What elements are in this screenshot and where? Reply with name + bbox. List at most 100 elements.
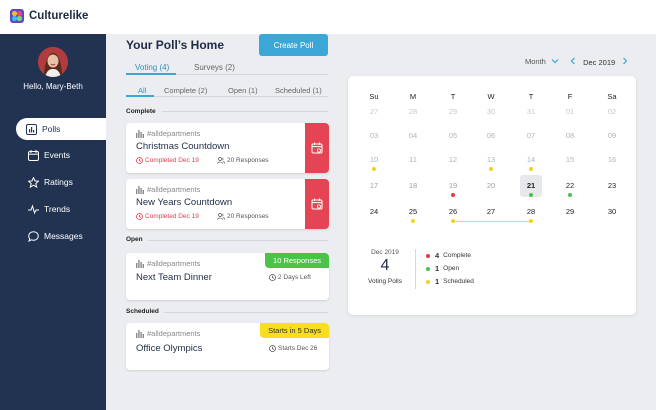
section-open-label: Open (126, 236, 143, 243)
poll-results-button[interactable] (305, 179, 329, 229)
clock-icon (269, 345, 276, 352)
poll-card-christmas-countdown[interactable]: #alldepartments Christmas Countdown Comp… (126, 123, 329, 173)
poll-card-next-team-dinner[interactable]: #alldepartments Next Team Dinner 10 Resp… (126, 253, 329, 300)
subtab-complete[interactable]: Complete (2) (164, 86, 208, 95)
calendar-day[interactable]: 15 (565, 155, 575, 164)
subtab-scheduled[interactable]: Scheduled (1) (275, 86, 322, 95)
calendar-day[interactable]: 12 (448, 155, 458, 164)
page-title: Your Poll’s Home (126, 38, 225, 52)
poll-results-button[interactable] (305, 123, 329, 173)
legend-label: Open (443, 265, 460, 272)
calendar-day[interactable]: 14 (526, 155, 536, 164)
tabs-divider (126, 74, 328, 75)
scheduled-range-line (453, 221, 531, 222)
calendar-day[interactable]: 30 (486, 107, 496, 116)
section-complete-label: Complete (126, 108, 156, 115)
poll-department: #alldepartments (136, 185, 200, 194)
calendar-day[interactable]: 02 (607, 107, 617, 116)
poll-marker-scheduled (489, 167, 493, 171)
sidebar-item-label: Events (44, 150, 70, 160)
calendar-day[interactable]: 06 (486, 131, 496, 140)
section-divider (164, 312, 328, 313)
calendar-day[interactable]: 05 (448, 131, 458, 140)
sidebar-item-messages[interactable]: Messages (18, 225, 106, 247)
legend-dot (426, 253, 430, 258)
calendar-day[interactable]: 18 (408, 181, 418, 190)
calendar-card: Su M T W T F Sa 27 28 29 30 31 01 02 03 04 05 06 07 08 09 10 1… (348, 76, 636, 315)
legend-count: 1 (435, 277, 440, 286)
calendar-day[interactable]: 20 (486, 181, 496, 190)
users-icon (217, 157, 225, 164)
subtab-all[interactable]: All (138, 86, 147, 95)
calendar-day[interactable]: 04 (408, 131, 418, 140)
calendar-day[interactable]: 30 (607, 207, 617, 216)
calendar-day[interactable]: 23 (607, 181, 617, 190)
calendar-day[interactable]: 29 (565, 207, 575, 216)
chevron-right-icon[interactable] (622, 57, 628, 65)
legend-dot (426, 266, 430, 271)
sidebar-item-polls[interactable]: Polls (16, 118, 106, 140)
calendar-day[interactable]: 21 (526, 181, 536, 190)
calendar-day[interactable]: 27 (369, 107, 379, 116)
clock-icon (136, 213, 143, 220)
sidebar-item-events[interactable]: Events (18, 144, 106, 166)
legend-dot (426, 279, 430, 284)
calendar-day[interactable]: 29 (448, 107, 458, 116)
active-tab-indicator (126, 73, 176, 75)
poll-department-text: #alldepartments (147, 329, 201, 338)
calendar-day[interactable]: 09 (607, 131, 617, 140)
calendar-day[interactable]: 08 (565, 131, 575, 140)
poll-responses: 20 Responses (217, 213, 269, 220)
calendar-day[interactable]: 28 (526, 207, 536, 216)
calendar-day[interactable]: 11 (409, 155, 417, 164)
calendar-day[interactable]: 25 (408, 207, 418, 216)
calendar-day[interactable]: 24 (369, 207, 379, 216)
sidebar: Hello, Mary-Beth Polls Events Ratings Tr… (0, 34, 106, 410)
bar-chart-icon (26, 123, 37, 135)
today-highlight (520, 175, 542, 197)
poll-department: #alldepartments (136, 259, 200, 268)
app-name: Culturelike (29, 10, 89, 22)
calendar-day[interactable]: 19 (448, 181, 458, 190)
legend-complete: 4 Complete (426, 251, 471, 260)
calendar-day[interactable]: 17 (369, 181, 379, 190)
sidebar-item-label: Trends (44, 204, 71, 214)
star-icon (28, 176, 39, 188)
tab-voting[interactable]: Voting (4) (135, 63, 170, 72)
sidebar-item-label: Polls (42, 124, 61, 134)
bar-chart-icon (136, 129, 144, 138)
poll-title: New Years Countdown (136, 197, 233, 208)
tab-surveys[interactable]: Surveys (2) (194, 63, 235, 72)
sidebar-item-trends[interactable]: Trends (18, 198, 106, 220)
clock-icon (136, 157, 143, 164)
calendar-day[interactable]: 13 (486, 155, 496, 164)
weekday-label: F (567, 92, 573, 101)
sidebar-item-ratings[interactable]: Ratings (18, 171, 106, 193)
poll-card-new-years-countdown[interactable]: #alldepartments New Years Countdown Comp… (126, 179, 329, 229)
poll-marker-complete (451, 193, 455, 197)
calendar-day[interactable]: 01 (565, 107, 575, 116)
poll-start-date-text: Starts Dec 26 (278, 345, 318, 352)
poll-status-text: Completed Dec 19 (145, 213, 199, 220)
poll-marker-open (568, 193, 572, 197)
section-divider (162, 111, 328, 112)
calendar-day[interactable]: 26 (448, 207, 458, 216)
chevron-left-icon[interactable] (570, 57, 576, 65)
user-photo (38, 47, 68, 77)
calendar-day[interactable]: 27 (486, 207, 496, 216)
poll-department-text: #alldepartments (147, 129, 201, 138)
view-select[interactable]: Month (525, 57, 559, 66)
poll-status: Completed Dec 19 (136, 213, 199, 220)
users-icon (217, 213, 225, 220)
calendar-day[interactable]: 03 (369, 131, 379, 140)
calendar-day[interactable]: 28 (408, 107, 418, 116)
subtab-open[interactable]: Open (1) (228, 86, 258, 95)
calendar-day[interactable]: 07 (526, 131, 536, 140)
calendar-day[interactable]: 10 (369, 155, 379, 164)
poll-card-office-olympics[interactable]: #alldepartments Office Olympics Starts i… (126, 323, 329, 370)
avatar[interactable] (38, 47, 68, 77)
calendar-day[interactable]: 16 (607, 155, 617, 164)
calendar-day[interactable]: 31 (526, 107, 536, 116)
create-poll-button[interactable]: Create Poll (259, 34, 328, 56)
calendar-day[interactable]: 22 (565, 181, 575, 190)
